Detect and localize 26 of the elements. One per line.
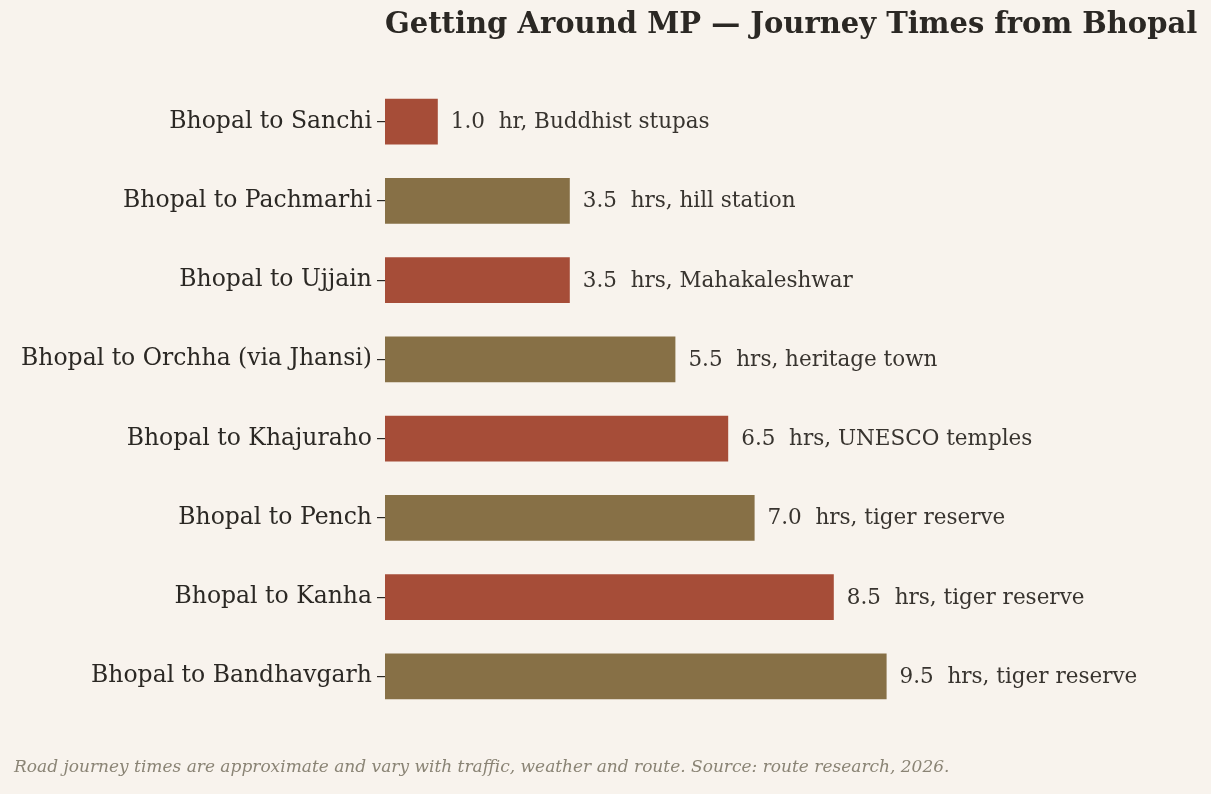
- bar: [385, 336, 676, 383]
- bar: [385, 98, 438, 145]
- data-label: 3.5 hrs, hill station: [582, 187, 796, 213]
- bar: [385, 257, 570, 304]
- y-tick-label: Bhopal to Khajuraho: [126, 422, 372, 451]
- data-label: 8.5 hrs, tiger reserve: [846, 583, 1085, 609]
- bar: [385, 494, 755, 541]
- y-tick-label: Bhopal to Pench: [178, 501, 372, 530]
- y-tick-label: Bhopal to Pachmarhi: [123, 184, 372, 213]
- text: Road journey times are approximate and vary with traffic, weather and route. Source: route research, 2026.: [14, 756, 950, 776]
- data-label: 6.5 hrs, UNESCO temples: [741, 425, 1033, 451]
- data-label: 9.5 hrs, tiger reserve: [899, 662, 1138, 688]
- data-label: 5.5 hrs, heritage town: [688, 345, 938, 371]
- bar: [385, 574, 834, 621]
- y-tick-label: Bhopal to Orchha (via Jhansi): [21, 343, 372, 372]
- bar: [385, 415, 729, 462]
- data-label: 1.0 hr, Buddhist stupas: [450, 108, 710, 134]
- chart-title: Getting Around MP — Journey Times from Bhopal: [385, 6, 1198, 40]
- bar: [385, 177, 570, 224]
- y-tick-label: Bhopal to Kanha: [174, 581, 372, 610]
- y-tick-label: Bhopal to Bandhavgarh: [91, 660, 372, 689]
- y-tick-label: Bhopal to Sanchi: [169, 105, 372, 134]
- bar: [385, 653, 887, 700]
- data-label: 3.5 hrs, Mahakaleshwar: [582, 266, 854, 292]
- data-label: 7.0 hrs, tiger reserve: [767, 504, 1006, 530]
- y-tick-label: Bhopal to Ujjain: [179, 264, 372, 293]
